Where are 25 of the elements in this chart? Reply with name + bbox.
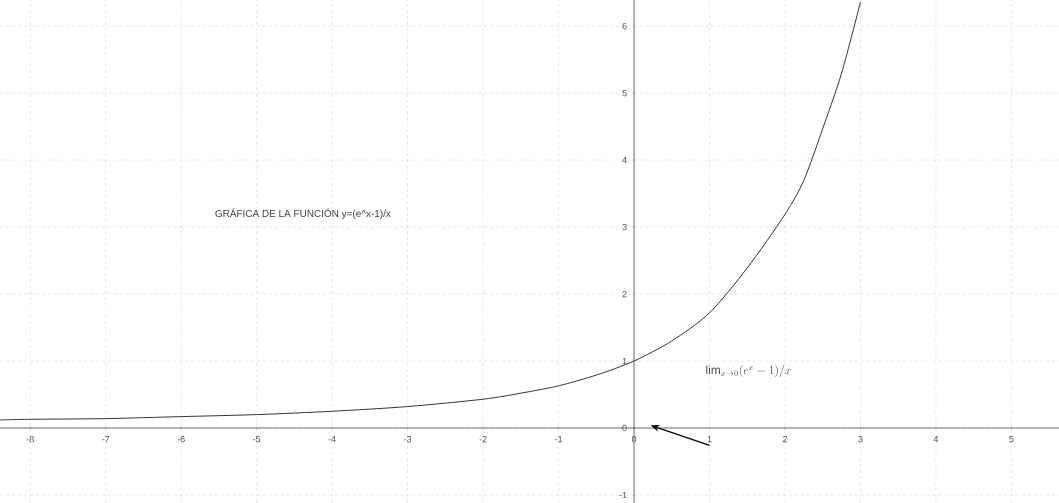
x-tick-label: 2 bbox=[782, 436, 788, 443]
x-tick-label: -6 bbox=[177, 436, 185, 443]
y-tick-label: -1 bbox=[619, 491, 627, 499]
x-tick-label: 3 bbox=[858, 436, 863, 443]
y-tick-label: 5 bbox=[622, 89, 627, 97]
annotation: $\lim_{x\to 0}(e^x-1)/x$ bbox=[706, 365, 791, 378]
annotation: GRÁFICA DE LA FUNCIÓN y=(e^x-1)/x bbox=[215, 208, 391, 220]
x-tick-label: -2 bbox=[479, 436, 487, 443]
x-tick-label: 5 bbox=[1009, 436, 1014, 443]
y-tick-label: 0 bbox=[622, 424, 627, 432]
y-tick-label: 6 bbox=[622, 22, 627, 30]
x-tick-label: -3 bbox=[404, 436, 412, 443]
y-tick-label: 1 bbox=[622, 357, 627, 365]
x-tick-label: -7 bbox=[102, 436, 110, 443]
x-tick-label: 0 bbox=[631, 436, 637, 443]
y-tick-label: 3 bbox=[622, 223, 627, 231]
y-tick-label: 4 bbox=[622, 156, 627, 164]
x-tick-label: -8 bbox=[26, 436, 34, 443]
x-tick-label: 4 bbox=[933, 436, 939, 443]
line-series bbox=[0, 1, 861, 421]
x-tick-label: -5 bbox=[253, 436, 261, 443]
x-tick-label: -4 bbox=[328, 436, 336, 443]
y-tick-label: 2 bbox=[622, 290, 627, 298]
x-tick-label: -1 bbox=[554, 436, 563, 443]
x-tick-label: 1 bbox=[707, 436, 712, 443]
